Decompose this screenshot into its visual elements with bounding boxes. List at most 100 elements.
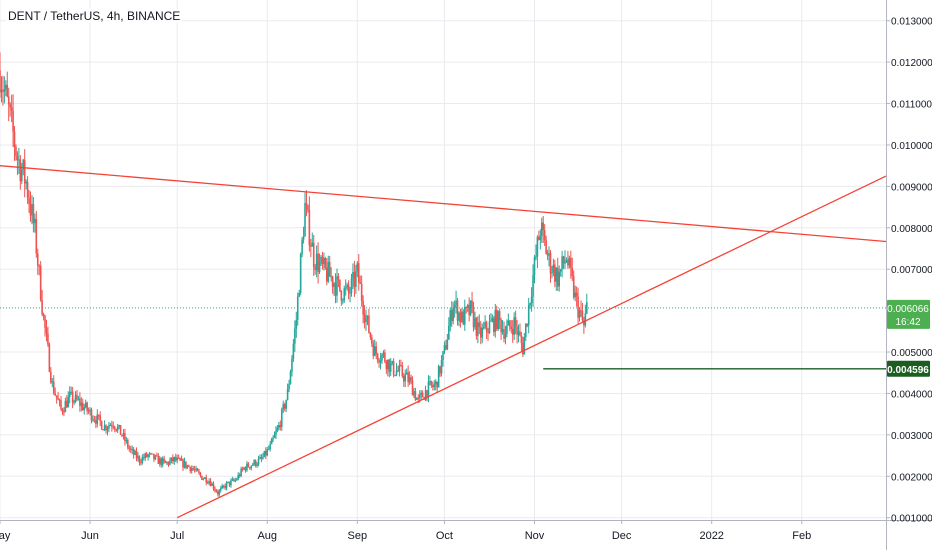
candle-body [233, 479, 235, 481]
candle-body [153, 453, 155, 460]
candle-body [132, 449, 135, 455]
candle-body [166, 462, 168, 464]
candle-body [452, 308, 454, 322]
candle-body [526, 323, 529, 326]
y-tick-label: 0.008000 [891, 224, 932, 235]
candle-body [509, 320, 511, 327]
candle-body [352, 271, 354, 279]
candle-body [205, 477, 208, 483]
candle-body [116, 426, 119, 431]
x-tick-label: Nov [525, 530, 545, 542]
candle-body [44, 316, 46, 329]
candle-body [321, 256, 324, 265]
candle-body [497, 311, 499, 329]
candle-body [376, 353, 379, 361]
candle-body [67, 396, 70, 408]
candle-body [578, 310, 581, 318]
candle-body [343, 288, 346, 301]
candle-body [74, 394, 77, 402]
candle-body [66, 400, 68, 408]
candle-body [193, 469, 196, 471]
current-price-label: 0.006066 [887, 304, 929, 315]
candle-body [140, 462, 142, 464]
candle-body [279, 425, 282, 428]
candle-body [459, 312, 462, 322]
candle-body [282, 404, 285, 410]
candle-body [310, 245, 312, 247]
candle-body [147, 454, 149, 457]
candle-body [510, 326, 513, 329]
candle-body [285, 399, 287, 409]
candle-body [84, 402, 87, 408]
candle-body [83, 407, 86, 411]
candle-body [301, 239, 303, 254]
candle-body [561, 256, 563, 269]
candle-body [263, 450, 266, 457]
ascending-trendline [176, 175, 887, 519]
candle-body [564, 261, 566, 264]
candle-body [388, 359, 391, 372]
candle-body [311, 242, 314, 247]
x-tick-label: Feb [792, 530, 811, 542]
candle-body [254, 460, 257, 466]
candle-body [272, 437, 274, 440]
candle-body [305, 203, 308, 206]
candle-body [506, 325, 508, 334]
candle-body [108, 425, 110, 429]
candle-body [532, 275, 534, 297]
candle-body [38, 265, 41, 267]
candle-body [413, 391, 415, 396]
candle-body [225, 482, 228, 489]
candle-body [418, 394, 421, 398]
candle-body [105, 425, 107, 431]
candle-body [148, 453, 151, 455]
candle-body [47, 333, 49, 345]
candle-body [357, 263, 360, 283]
candle-body [519, 331, 521, 336]
candle-body [434, 381, 437, 385]
candle-body [458, 312, 460, 321]
y-tick-label: 0.004000 [891, 389, 932, 400]
candle-body [363, 314, 366, 323]
candle-body [299, 253, 302, 293]
candle-body [127, 440, 129, 448]
candle-body [326, 267, 328, 282]
candle-body [503, 329, 505, 339]
candle-body [270, 439, 273, 445]
candle-body [259, 457, 261, 459]
candle-body [365, 317, 367, 323]
candle-body [219, 488, 222, 491]
candle-body [513, 317, 515, 335]
candle-body [2, 89, 4, 92]
candle-body [404, 374, 407, 382]
candle-body [113, 426, 116, 430]
candle-body [546, 254, 549, 256]
candle-body [482, 327, 485, 329]
candle-body [583, 320, 585, 326]
candle-body [273, 434, 276, 438]
candle-body [235, 479, 238, 481]
drawings-layer[interactable] [0, 165, 887, 519]
candle-body [249, 467, 251, 469]
candle-body [292, 343, 295, 359]
candle-body [176, 457, 178, 461]
candle-body [247, 463, 250, 468]
candle-body [433, 384, 436, 387]
countdown-label: 16:42 [895, 317, 920, 328]
candle-body [202, 478, 205, 480]
candle-body [401, 365, 404, 377]
candle-body [337, 276, 340, 280]
candle-body [485, 322, 488, 332]
candle-body [498, 311, 501, 321]
candle-body [103, 425, 106, 430]
candle-body [378, 360, 380, 363]
candle-body [495, 309, 498, 329]
candle-body [336, 276, 338, 296]
candle-body [307, 205, 309, 210]
candle-body [154, 455, 157, 460]
candle-body [314, 267, 316, 270]
candle-body [524, 323, 527, 338]
candle-body [253, 460, 255, 465]
